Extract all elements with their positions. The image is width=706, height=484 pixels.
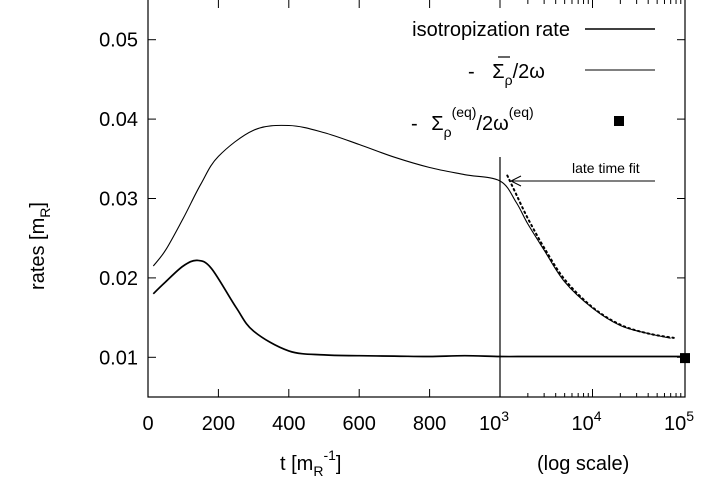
- series-layer: [152, 124, 690, 364]
- y-tick-labels: 0.01 0.02 0.03 0.04 0.05: [99, 30, 138, 370]
- x-log-tick-label: 105: [664, 408, 694, 435]
- series-sigma-line: [152, 124, 671, 339]
- x-tick-label: 800: [413, 413, 446, 435]
- legend: isotropization rate - Σρ/2ω - Σρ(eq)/2ω(…: [411, 19, 655, 140]
- legend-equilibrium-label: - Σρ(eq)/2ω(eq): [411, 104, 534, 140]
- y-tick-label: 0.03: [99, 189, 138, 211]
- legend-sigma-label: - Σρ/2ω: [468, 61, 545, 88]
- series-isotropization-line: [152, 259, 685, 358]
- x-tick-labels: 0 200 400 600 800 103 104 105: [142, 408, 694, 435]
- y-tick-label: 0.04: [99, 109, 138, 131]
- x-tick-label: 400: [272, 413, 305, 435]
- x-log-tick-label: 104: [571, 408, 601, 435]
- x-tick-label: 0: [142, 413, 153, 435]
- y-tick-label: 0.02: [99, 268, 138, 290]
- late-time-fit-label: late time fit: [572, 160, 640, 176]
- y-tick-label: 0.01: [99, 347, 138, 369]
- series-equilibrium-point: [680, 353, 690, 364]
- annotation-arrow-head: [509, 175, 522, 187]
- late-time-fit-annotation: late time fit: [509, 160, 655, 187]
- x-log-tick-label: 103: [479, 408, 509, 435]
- plot-border: [147, 0, 686, 398]
- plot-frame: [147, 0, 686, 398]
- x-tick-label: 200: [202, 413, 235, 435]
- tick-marks: [147, 0, 686, 397]
- y-axis-title: rates [mR]: [27, 202, 53, 290]
- x-tick-label: 600: [343, 413, 376, 435]
- legend-isotropization-label: isotropization rate: [412, 19, 570, 41]
- series-late-time-fit: [506, 174, 677, 340]
- y-tick-label: 0.05: [99, 30, 138, 52]
- log-scale-note: (log scale): [537, 453, 629, 475]
- legend-equilibrium-marker: [614, 116, 624, 126]
- x-axis-title: t [mR-1]: [280, 447, 341, 479]
